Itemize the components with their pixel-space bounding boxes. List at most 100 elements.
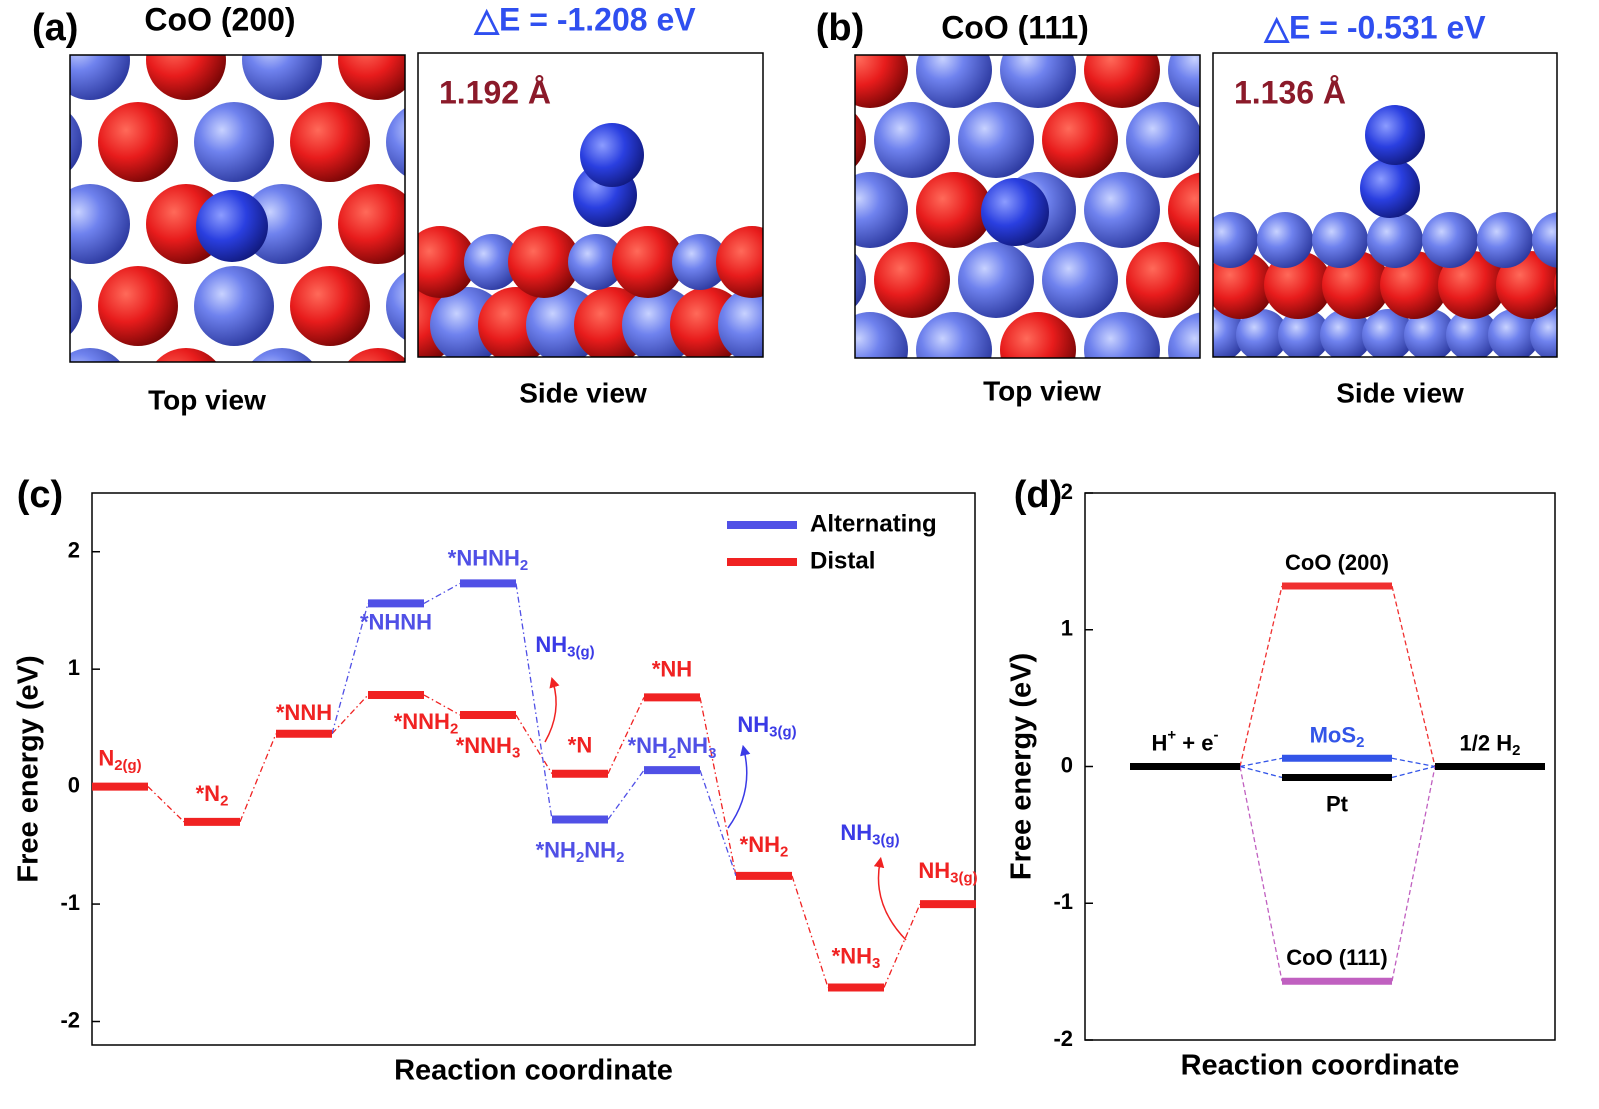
label-part: NH [535,632,567,657]
atom [1438,251,1506,319]
level-label: *NHNH2 [448,545,528,574]
plot-frame [91,492,976,1046]
level-label: 1/2 H2 [1460,730,1521,759]
label-part: 2 [780,843,788,860]
atom [194,266,274,346]
release-arrow [873,856,907,941]
atom [155,348,217,362]
y-axis-label: Free energy (eV) [1006,653,1038,880]
atom [1365,105,1425,165]
connector [1239,585,1283,767]
label-part: *NHNH [448,545,520,570]
label-part: *NHNH [360,609,432,634]
atom [1042,102,1118,178]
atom [347,348,405,362]
atom [1404,309,1456,357]
level-label: *NNH [276,700,332,725]
level-label: NH3(g) [918,858,977,887]
connector [699,697,737,877]
atom [290,102,370,182]
level-label: H+ + e- [1152,727,1219,756]
atom [916,55,992,108]
level-label: *NH2NH2 [536,837,625,866]
label-part: 2 [1512,742,1520,759]
atom [1213,212,1258,268]
atom [916,312,992,358]
label-part: 3(g) [567,644,594,661]
atom [981,178,1049,246]
atom [1000,55,1076,108]
label-part: 3 [512,745,520,762]
atom [1530,309,1557,357]
panel-title: CoO (200) [144,1,295,37]
atom [0,20,34,100]
atom [1312,212,1368,268]
y-axis-label: Free energy (eV) [13,655,45,882]
level-label: NH3(g) [535,632,594,661]
atom-group [418,123,763,357]
legend-label: Alternating [810,510,937,537]
atom [874,0,950,38]
atom [958,102,1034,178]
atom [242,55,322,100]
atom [1084,172,1160,248]
level-label: *N2 [196,781,229,810]
atom [70,348,121,362]
atom [1257,212,1313,268]
level-label: *NH3 [832,943,881,972]
atom [1213,309,1246,357]
level-label: *NNH2 [394,709,459,738]
atom [146,55,226,100]
label-part: *NNH [276,700,332,725]
atom [70,55,130,100]
label-part: *NH [740,832,780,857]
label-part: *N [196,781,220,806]
atom [1587,212,1599,268]
connector [1391,765,1436,779]
label-part: NH [737,712,769,737]
atom [1367,212,1423,268]
connector [1391,585,1436,767]
atom [1168,55,1200,108]
atom [1496,251,1557,319]
y-tick-label: -2 [60,1007,80,1032]
atom-group [855,0,1200,358]
connector [239,733,277,823]
label-part: 3(g) [769,724,796,741]
level-label: MoS2 [1310,722,1365,751]
atom [1084,55,1160,108]
atom [1322,251,1390,319]
label-part: 3(g) [950,870,977,887]
y-tick-label: -2 [1053,1026,1073,1051]
atom [1126,102,1200,178]
atom [338,184,405,264]
atom [855,172,908,248]
legend-label: Distal [810,547,875,574]
atom [1168,172,1200,248]
atom [418,226,476,298]
connector [1239,765,1283,779]
label-part: *N [568,733,592,758]
label-part: CoO (200) [1285,550,1389,575]
atom [1042,242,1118,318]
atom [386,0,466,18]
label-part: *NH [628,733,668,758]
label-part: 2 [450,721,458,738]
label-part: *NNH [456,733,512,758]
atom [70,184,130,264]
adsorption-energy: △E = -1.208 eV [473,1,696,37]
level-label: *NH [652,656,692,681]
atom [716,226,763,298]
atom [874,242,950,318]
label-part: 2 [616,849,624,866]
atom [98,102,178,182]
level-label: *N [568,733,592,758]
view-caption: Top view [983,375,1101,406]
image-border [417,52,764,358]
atom [1532,212,1557,268]
x-axis-label: Reaction coordinate [1181,1050,1460,1082]
atom [386,271,405,341]
level-label: NH3(g) [737,712,796,741]
label-part: H [1152,730,1168,755]
adsorption-energy: △E = -0.531 eV [1263,9,1486,45]
